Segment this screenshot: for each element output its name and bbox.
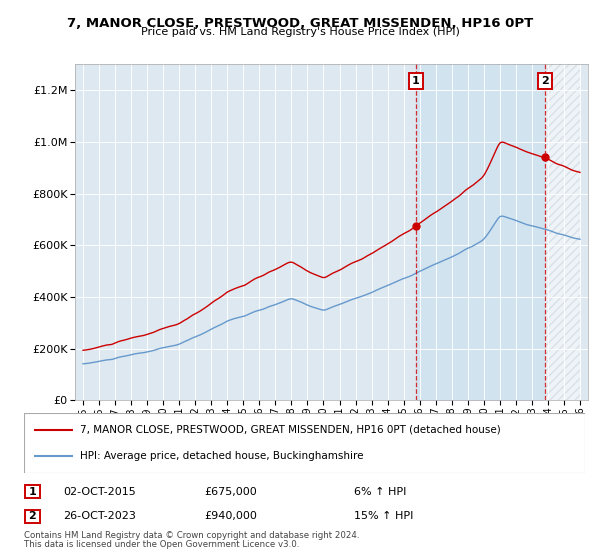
Text: £675,000: £675,000 — [204, 487, 257, 497]
Text: 1: 1 — [412, 76, 419, 86]
Text: 2: 2 — [29, 511, 36, 521]
FancyBboxPatch shape — [25, 510, 40, 523]
Text: 6% ↑ HPI: 6% ↑ HPI — [354, 487, 406, 497]
Text: 1: 1 — [29, 487, 36, 497]
Text: £940,000: £940,000 — [204, 511, 257, 521]
Text: 7, MANOR CLOSE, PRESTWOOD, GREAT MISSENDEN, HP16 0PT: 7, MANOR CLOSE, PRESTWOOD, GREAT MISSEND… — [67, 17, 533, 30]
FancyBboxPatch shape — [24, 413, 585, 473]
Text: 15% ↑ HPI: 15% ↑ HPI — [354, 511, 413, 521]
Text: Contains HM Land Registry data © Crown copyright and database right 2024.: Contains HM Land Registry data © Crown c… — [24, 531, 359, 540]
Text: Price paid vs. HM Land Registry's House Price Index (HPI): Price paid vs. HM Land Registry's House … — [140, 27, 460, 37]
Text: 7, MANOR CLOSE, PRESTWOOD, GREAT MISSENDEN, HP16 0PT (detached house): 7, MANOR CLOSE, PRESTWOOD, GREAT MISSEND… — [80, 424, 501, 435]
Text: This data is licensed under the Open Government Licence v3.0.: This data is licensed under the Open Gov… — [24, 540, 299, 549]
Text: 26-OCT-2023: 26-OCT-2023 — [63, 511, 136, 521]
FancyBboxPatch shape — [25, 485, 40, 498]
Text: 2: 2 — [541, 76, 549, 86]
Text: 02-OCT-2015: 02-OCT-2015 — [63, 487, 136, 497]
Text: HPI: Average price, detached house, Buckinghamshire: HPI: Average price, detached house, Buck… — [80, 451, 364, 461]
